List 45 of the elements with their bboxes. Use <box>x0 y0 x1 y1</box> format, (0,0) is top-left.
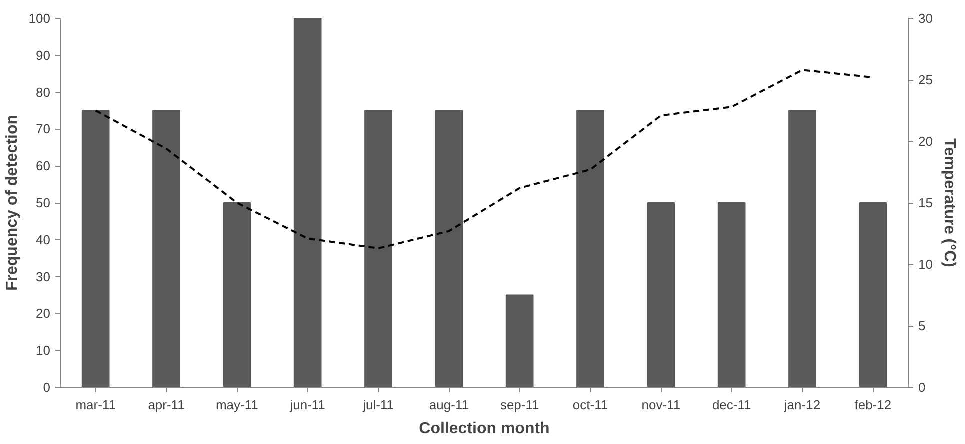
x-tick-label: jul-11 <box>362 398 394 412</box>
bar <box>576 110 604 388</box>
bar <box>788 110 816 388</box>
x-tick-label: feb-12 <box>854 398 892 412</box>
x-tick-label: jan-12 <box>783 398 821 412</box>
y-tick-label: 0 <box>43 380 51 395</box>
bar <box>152 110 180 388</box>
y-tick-label: 80 <box>36 84 51 100</box>
x-tick-label: may-11 <box>216 398 258 412</box>
bar <box>223 202 252 388</box>
y2-tick-label: 10 <box>918 257 933 272</box>
y2-axis-title: Temperature (°C) <box>940 138 958 268</box>
y-tick-label: 100 <box>28 11 51 26</box>
y2-tick-label: 30 <box>918 11 933 26</box>
y-axis-title: Frequency of detection <box>4 114 21 292</box>
y2-tick-label: 20 <box>918 134 933 149</box>
x-tick-label: dec-11 <box>712 398 752 412</box>
bar <box>718 202 746 388</box>
bar <box>364 110 392 388</box>
bar <box>647 202 676 388</box>
x-tick-label: mar-11 <box>76 398 116 412</box>
y-tick-label: 70 <box>36 122 51 137</box>
x-tick-label: sep-11 <box>500 398 540 412</box>
x-tick-label: oct-11 <box>572 398 608 412</box>
y-tick-label: 30 <box>36 269 51 284</box>
x-tick-label: aug-11 <box>429 398 469 412</box>
x-tick-label: apr-11 <box>148 398 185 412</box>
y2-tick-label: 0 <box>918 380 926 395</box>
bar <box>859 202 888 388</box>
y2-tick-label: 5 <box>918 318 926 334</box>
y-tick-label: 60 <box>36 158 51 174</box>
bar <box>506 294 534 388</box>
y-tick-label: 90 <box>36 48 51 63</box>
y-tick-label: 20 <box>36 306 51 322</box>
y-tick-label: 40 <box>36 232 51 248</box>
y-tick-label: 50 <box>36 196 51 210</box>
y2-tick-label: 25 <box>918 72 933 88</box>
bar <box>82 110 110 388</box>
x-tick-label: nov-11 <box>642 398 681 412</box>
bar <box>435 110 464 388</box>
bar <box>294 18 322 388</box>
x-axis-title: Collection month <box>419 420 550 438</box>
y2-tick-label: 15 <box>918 196 933 210</box>
y-tick-label: 10 <box>36 343 51 358</box>
x-tick-label: jun-11 <box>289 398 326 412</box>
